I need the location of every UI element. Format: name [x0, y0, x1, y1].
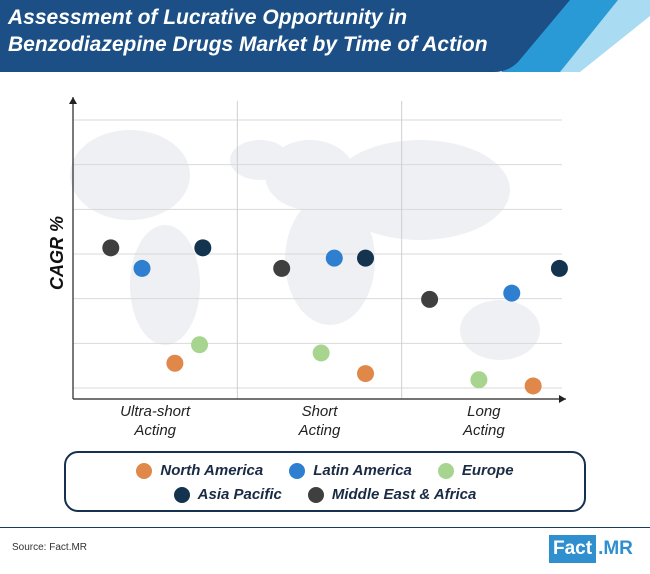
legend-item-north-america: North America: [136, 462, 263, 479]
data-point-europe-0: [191, 336, 209, 354]
map-backdrop-1: [130, 225, 200, 345]
brand-mr: .MR: [598, 538, 633, 559]
x-tick-label-0-line2: Acting: [133, 422, 176, 439]
data-point-north-america-2: [524, 377, 542, 395]
legend-label-north-america: North America: [160, 462, 264, 479]
data-point-middle-east-africa-0: [102, 239, 120, 257]
x-tick-label-1-line1: Short: [302, 403, 339, 420]
map-backdrop-6: [230, 140, 290, 180]
legend-label-asia-pacific: Asia Pacific: [197, 486, 282, 503]
legend-row-2: Asia Pacific Middle East & Africa: [66, 486, 584, 503]
x-tick-label-1-line2: Acting: [298, 422, 341, 439]
legend-swatch-north-america: [136, 462, 153, 479]
legend-swatch-middle-east-africa: [307, 486, 324, 503]
map-backdrop-4: [330, 140, 510, 240]
legend-item-asia-pacific: Asia Pacific: [173, 486, 282, 503]
legend-row-1: North America Latin America Europe: [66, 462, 584, 479]
scatter-chart: CAGR % Ultra-short Acting Short Acting Long Ac…: [47, 97, 568, 439]
y-axis-title: CAGR %: [47, 216, 67, 290]
data-point-asia-pacific-1: [357, 249, 375, 267]
data-point-latin-america-2: [503, 284, 521, 302]
legend-swatch-europe: [437, 462, 454, 479]
data-point-north-america-1: [357, 365, 375, 383]
data-point-latin-america-1: [325, 249, 343, 267]
map-backdrop-5: [460, 300, 540, 360]
header-shapes: [0, 0, 650, 72]
legend-item-europe: Europe: [437, 462, 514, 479]
data-point-europe-2: [470, 371, 488, 389]
legend-label-middle-east-africa: Middle East & Africa: [331, 486, 477, 503]
data-point-north-america-0: [166, 354, 184, 372]
chart-legend: North America Latin America Europe Asia Pa…: [64, 451, 586, 512]
brand-logo: Fact .MR: [549, 533, 633, 565]
brand-fact: Fact: [549, 535, 597, 563]
legend-label-europe: Europe: [461, 462, 514, 479]
data-point-asia-pacific-2: [550, 259, 568, 277]
footer-divider: [0, 527, 650, 528]
data-point-latin-america-0: [133, 259, 151, 277]
title-line-2: Benzodiazepine Drugs Market by Time of A…: [8, 33, 488, 56]
data-point-asia-pacific-0: [194, 239, 212, 257]
data-point-middle-east-africa-2: [421, 290, 439, 308]
map-backdrop-0: [70, 130, 190, 220]
legend-swatch-asia-pacific: [173, 486, 190, 503]
header-banner: Assessment of Lucrative Opportunity in B…: [0, 0, 650, 72]
data-point-middle-east-africa-1: [273, 259, 291, 277]
x-tick-label-0-line1: Ultra-short: [120, 403, 191, 420]
data-point-europe-1: [312, 344, 330, 362]
x-tick-label-2-line2: Acting: [462, 422, 505, 439]
page-title: Assessment of Lucrative Opportunity in B…: [8, 4, 528, 58]
legend-item-latin-america: Latin America: [289, 462, 412, 479]
legend-label-latin-america: Latin America: [313, 462, 412, 479]
x-axis-arrow: [559, 395, 566, 403]
y-axis-arrow: [69, 97, 77, 104]
x-tick-label-2-line1: Long: [467, 403, 501, 420]
legend-item-middle-east-africa: Middle East & Africa: [307, 486, 477, 503]
source-note: Source: Fact.MR: [12, 542, 88, 553]
title-line-1: Assessment of Lucrative Opportunity in: [8, 6, 408, 29]
header-stripe-dark: [0, 0, 570, 72]
legend-swatch-latin-america: [289, 462, 306, 479]
